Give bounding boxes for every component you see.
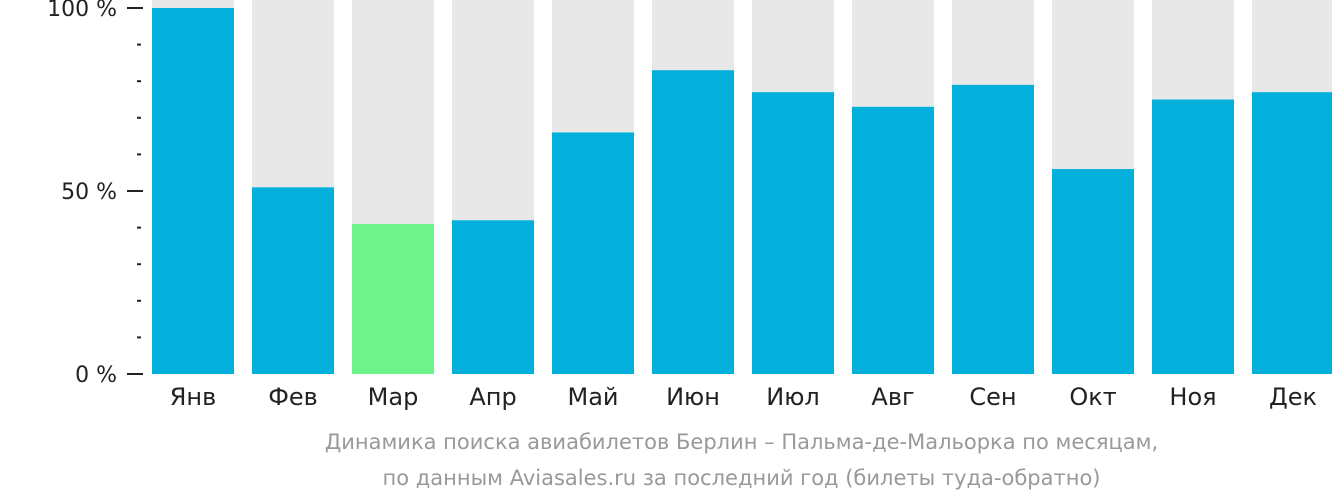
data-bars [152, 8, 1332, 375]
y-tick-label: 50 % [61, 180, 117, 205]
x-axis-labels: Янв Фев Мар Апр Май Июн Июл Авг Сен Окт Ноя Дек [170, 383, 1317, 411]
x-tick-label: Окт [1069, 383, 1116, 411]
bar-11 [1152, 99, 1234, 374]
bar-1 [152, 8, 234, 374]
bar-5 [552, 132, 634, 374]
bar-6 [652, 70, 734, 374]
x-tick-label: Июл [766, 383, 820, 411]
bar-7 [752, 92, 834, 375]
chart-caption-line-2: по данным Aviasales.ru за последний год … [382, 466, 1101, 490]
y-tick-label: 0 % [75, 363, 117, 388]
x-tick-label: Апр [469, 383, 516, 411]
x-tick-label: Дек [1269, 383, 1317, 411]
bar-2 [252, 187, 334, 374]
x-tick-label: Фев [268, 383, 318, 411]
x-tick-label: Мар [368, 383, 419, 411]
bar-8 [852, 106, 934, 374]
bar-4 [452, 220, 534, 374]
x-tick-label: Май [567, 383, 618, 411]
x-tick-label: Янв [170, 383, 217, 411]
x-tick-label: Авг [871, 383, 914, 411]
chart-caption-line-1: Динамика поиска авиабилетов Берлин – Пал… [324, 430, 1159, 454]
y-tick-label: 100 % [47, 0, 117, 22]
y-axis: 100 % 50 % 0 % [47, 0, 143, 388]
x-tick-label: Сен [969, 383, 1016, 411]
bar-3 [352, 223, 434, 374]
bar-chart: 100 % 50 % 0 % Янв Фев Мар Апр Май Июн Июл Авг Сен… [47, 0, 1332, 411]
bar-9 [952, 84, 1034, 375]
bar-12 [1252, 92, 1332, 375]
bar-10 [1052, 169, 1134, 374]
x-tick-label: Июн [666, 383, 720, 411]
x-tick-label: Ноя [1169, 383, 1216, 411]
